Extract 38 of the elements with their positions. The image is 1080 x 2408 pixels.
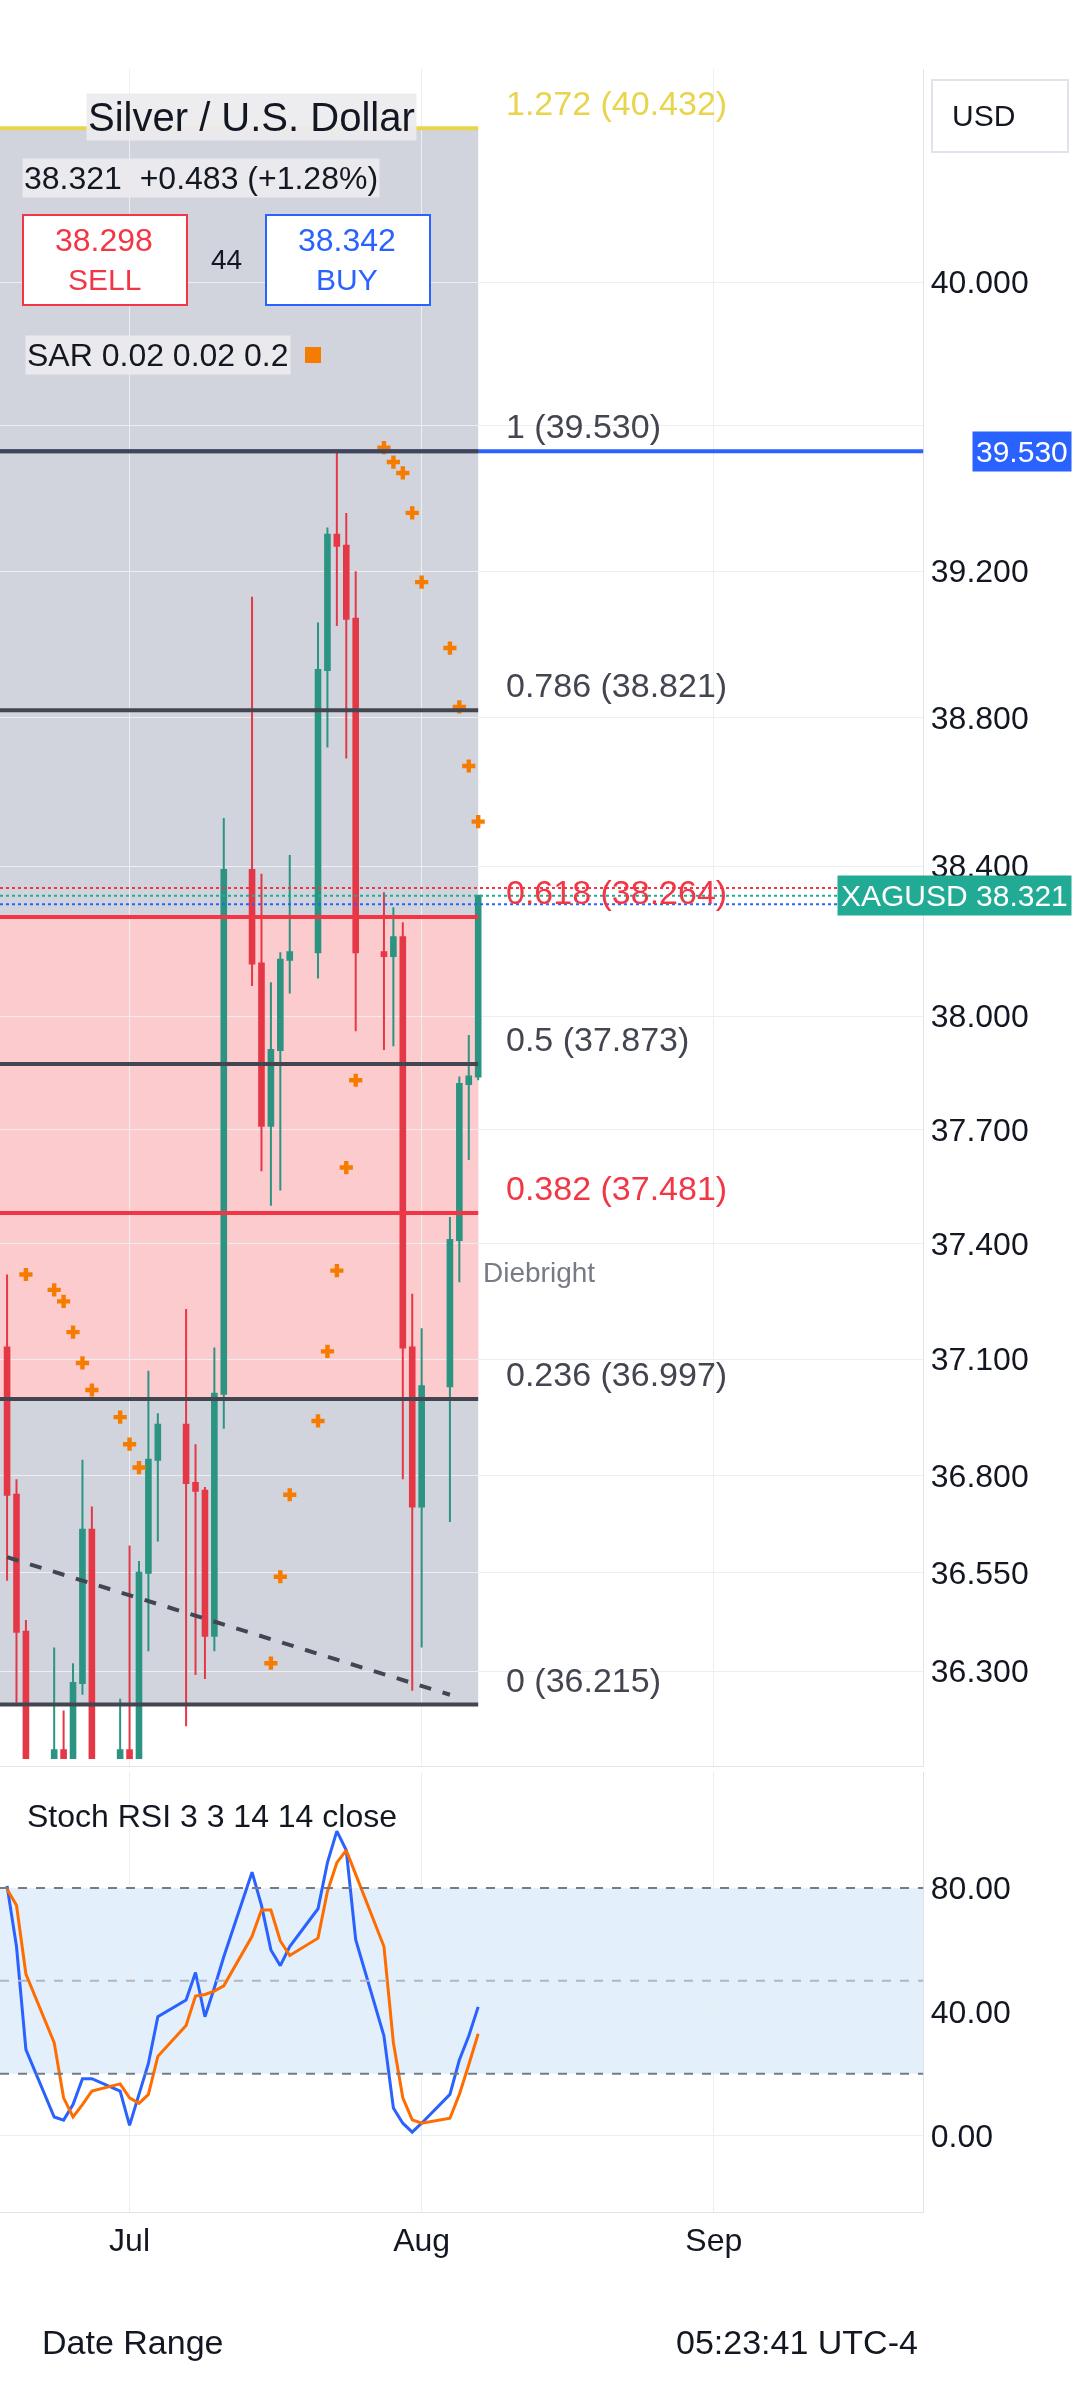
annotation: Diebright [483,1257,596,1288]
text: Silver / U.S. Dollar [88,95,415,139]
x-tick-label: Aug [393,2222,451,2259]
text: Stoch RSI 3 3 14 14 close [27,1798,397,1834]
annotation: BUY [316,263,378,296]
y-tick-label: 38.800 [930,700,1029,737]
text: USD [952,99,1016,132]
y-tick-label: 36.550 [930,1555,1029,1592]
annotation: 38.298 [55,222,153,258]
y-tick-label: 80.00 [930,1870,1011,1907]
text: 05:23:41 UTC-4 [676,2323,918,2361]
y-tick-label: 37.700 [930,1111,1029,1148]
ref-line-label: 0.382 (37.481) [506,1169,728,1207]
ref-line-label: 1.272 (40.432) [506,84,728,122]
y-tick-label: 37.400 [930,1226,1029,1263]
y-tick-label: 0.00 [930,2117,994,2154]
ref-line-label: 1 (39.530) [506,407,661,445]
y-tick-label: 40.00 [930,1994,1011,2030]
ref-line-label: 0.786 (38.821) [506,666,728,704]
x-tick-label: Sep [685,2222,743,2259]
y-tick-label: 36.800 [930,1457,1029,1494]
y-tick-label: 38.000 [930,998,1029,1035]
text: Date Range [42,2323,224,2361]
ref-line-label: 0 (36.215) [506,1661,661,1699]
annotation: 44 [211,244,243,275]
ref-line-label: 0.236 (36.997) [506,1355,728,1393]
y-tick-label: 40.000 [930,264,1029,301]
ref-line-label: 0.5 (37.873) [506,1020,690,1058]
ref-line-label: 39.530 [976,435,1068,468]
y-tick-label: 36.300 [930,1653,1029,1690]
annotation: 38.342 [298,222,396,258]
legend-label: SAR 0.02 0.02 0.2 [27,337,289,373]
y-tick-label: 37.100 [930,1341,1029,1378]
y-tick-label: 39.200 [930,553,1029,590]
x-tick-label: Jul [109,2222,151,2259]
ref-line-label: 0.618 (38.264) [506,873,728,911]
annotation: SELL [68,263,142,296]
text: 38.321 +0.483 (+1.28%) [24,160,379,196]
